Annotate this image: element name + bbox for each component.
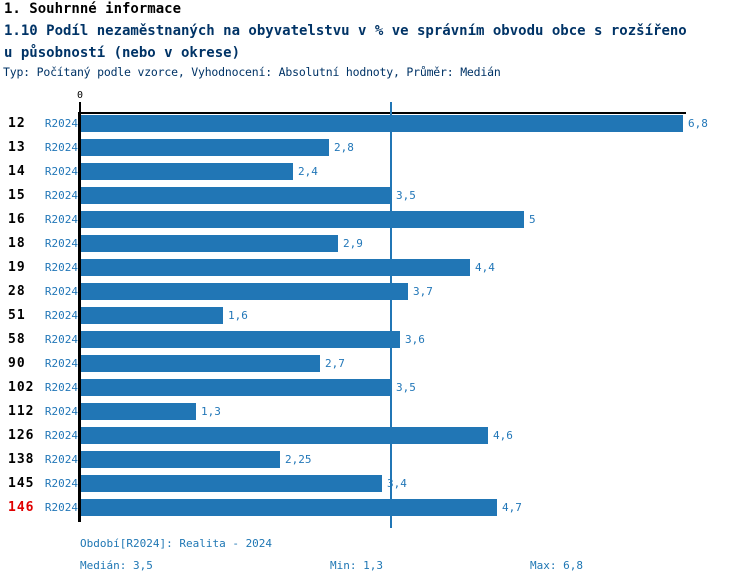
value-label: 3,5	[396, 381, 416, 394]
category-label: 51	[8, 308, 26, 323]
value-bar	[81, 331, 400, 348]
value-label: 4,4	[475, 261, 495, 274]
value-label: 2,4	[298, 165, 318, 178]
value-bar	[81, 235, 338, 252]
series-label: R2024	[44, 357, 78, 370]
chart-meta-info: Typ: Počítaný podle vzorce, Vyhodnocení:…	[3, 65, 501, 79]
series-label: R2024	[44, 429, 78, 442]
value-bar	[81, 211, 524, 228]
series-label: R2024	[44, 405, 78, 418]
median-reference-line	[390, 102, 392, 528]
value-label: 1,6	[228, 309, 248, 322]
category-label: 28	[8, 284, 26, 299]
value-bar	[81, 451, 280, 468]
chart-row: 58 R2024 3,6	[0, 331, 750, 348]
value-bar	[81, 115, 683, 132]
chart-row: 18 R2024 2,9	[0, 235, 750, 252]
series-label: R2024	[44, 453, 78, 466]
series-label: R2024	[44, 213, 78, 226]
series-label: R2024	[44, 165, 78, 178]
series-label: R2024	[44, 477, 78, 490]
chart-row: 126 R2024 4,6	[0, 427, 750, 444]
value-label: 2,25	[285, 453, 312, 466]
value-label: 4,7	[502, 501, 522, 514]
value-label: 3,7	[413, 285, 433, 298]
chart-subtitle-line1: 1.10 Podíl nezaměstnaných na obyvatelstv…	[4, 23, 687, 39]
chart-row: 146 R2024 4,7	[0, 499, 750, 516]
value-label: 1,3	[201, 405, 221, 418]
category-label: 18	[8, 236, 26, 251]
category-label: 90	[8, 356, 26, 371]
series-label: R2024	[44, 141, 78, 154]
value-bar	[81, 283, 408, 300]
value-bar	[81, 163, 293, 180]
value-bar	[81, 307, 223, 324]
category-label: 12	[8, 116, 26, 131]
chart-row: 19 R2024 4,4	[0, 259, 750, 276]
value-label: 6,8	[688, 117, 708, 130]
chart-row: 15 R2024 3,5	[0, 187, 750, 204]
chart-row: 51 R2024 1,6	[0, 307, 750, 324]
value-label: 4,6	[493, 429, 513, 442]
series-label: R2024	[44, 237, 78, 250]
category-label: 14	[8, 164, 26, 179]
chart-row: 90 R2024 2,7	[0, 355, 750, 372]
chart-row: 13 R2024 2,8	[0, 139, 750, 156]
value-label: 2,9	[343, 237, 363, 250]
series-label: R2024	[44, 381, 78, 394]
x-axis-zero-tick-label: 0	[76, 90, 84, 101]
value-bar	[81, 427, 488, 444]
value-bar	[81, 475, 382, 492]
chart-row: 28 R2024 3,7	[0, 283, 750, 300]
category-label: 102	[8, 380, 35, 395]
value-label: 3,5	[396, 189, 416, 202]
category-label: 16	[8, 212, 26, 227]
footer-max-label: Max: 6,8	[530, 559, 583, 572]
value-bar	[81, 499, 497, 516]
category-label: 138	[8, 452, 35, 467]
category-label: 145	[8, 476, 35, 491]
value-bar	[81, 139, 329, 156]
value-label: 2,8	[334, 141, 354, 154]
category-label: 58	[8, 332, 26, 347]
chart-row: 112 R2024 1,3	[0, 403, 750, 420]
chart-row: 138 R2024 2,25	[0, 451, 750, 468]
x-axis-zero-tick	[79, 102, 81, 113]
chart-row: 16 R2024 5	[0, 211, 750, 228]
category-label: 146	[8, 500, 35, 515]
series-label: R2024	[44, 501, 78, 514]
value-label: 3,4	[387, 477, 407, 490]
category-label: 112	[8, 404, 35, 419]
category-label: 15	[8, 188, 26, 203]
value-label: 5	[529, 213, 536, 226]
category-label: 19	[8, 260, 26, 275]
value-bar	[81, 259, 470, 276]
chart-row: 14 R2024 2,4	[0, 163, 750, 180]
chart-row: 12 R2024 6,8	[0, 115, 750, 132]
value-bar	[81, 403, 196, 420]
category-label: 126	[8, 428, 35, 443]
series-label: R2024	[44, 309, 78, 322]
y-axis-line	[78, 112, 81, 522]
chart-row: 102 R2024 3,5	[0, 379, 750, 396]
value-bar	[81, 355, 320, 372]
series-label: R2024	[44, 117, 78, 130]
x-axis-line	[80, 112, 686, 114]
value-bar	[81, 187, 391, 204]
series-label: R2024	[44, 189, 78, 202]
value-label: 3,6	[405, 333, 425, 346]
page-title: 1. Souhrnné informace	[4, 1, 182, 17]
footer-median-label: Medián: 3,5	[80, 559, 153, 572]
series-label: R2024	[44, 261, 78, 274]
footer-period-label: Období[R2024]: Realita - 2024	[80, 537, 273, 550]
footer-min-label: Min: 1,3	[330, 559, 383, 572]
value-label: 2,7	[325, 357, 345, 370]
category-label: 13	[8, 140, 26, 155]
value-bar	[81, 379, 391, 396]
chart-subtitle-line2: u působností (nebo v okrese)	[4, 45, 241, 61]
series-label: R2024	[44, 333, 78, 346]
chart-row: 145 R2024 3,4	[0, 475, 750, 492]
series-label: R2024	[44, 285, 78, 298]
